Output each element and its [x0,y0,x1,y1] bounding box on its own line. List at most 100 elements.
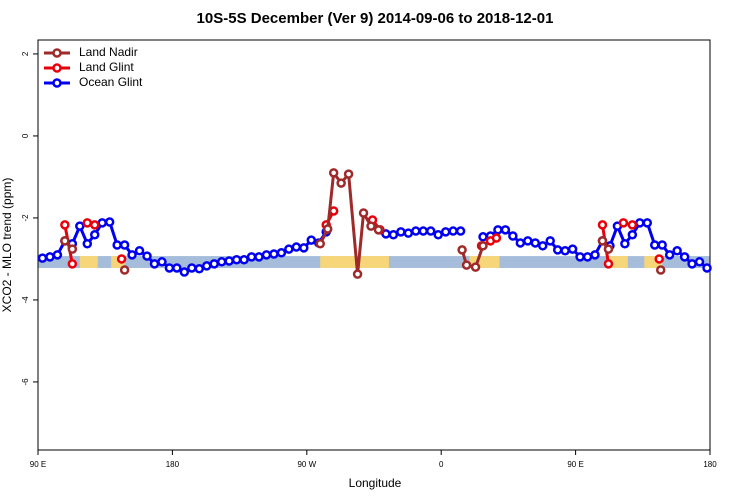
data-point [582,252,593,262]
data-point [224,256,234,266]
data-point [687,259,697,269]
data-point [261,250,272,260]
data-point [388,230,399,240]
data-point [493,225,503,235]
legend-label: Ocean Glint [79,75,143,89]
data-point [209,259,219,269]
data-point [552,245,563,255]
data-point [322,224,333,234]
x-tick-label: 0 [439,460,444,469]
data-point [75,221,85,231]
band-highlight [469,256,500,268]
y-axis-label: XCO2 - MLO trend (ppm) [0,178,14,313]
data-point [603,259,614,269]
data-point [149,259,160,269]
data-point [89,220,100,230]
y-tick-label: -2 [21,214,30,222]
data-point [448,226,458,236]
data-point [119,240,130,250]
data-point [291,242,302,252]
data-point [620,239,630,249]
data-point [500,225,511,235]
data-point [276,248,287,258]
data-point [373,225,384,235]
legend-label: Land Glint [79,60,134,74]
data-point [508,231,518,241]
data-point [425,226,436,236]
data-point [537,241,548,251]
y-tick-label: 0 [21,133,30,138]
chart-title: 10S-5S December (Ver 9) 2014-09-06 to 20… [197,10,554,27]
y-tick-label: -4 [21,296,30,304]
band-highlight [79,256,98,268]
data-point [440,227,451,237]
data-point [127,250,137,260]
data-point [269,249,279,259]
data-point [89,230,100,240]
band-highlight [606,256,628,268]
legend-label: Land Nadir [79,45,138,59]
data-point [179,267,190,277]
data-point [491,233,502,243]
legend-marker [52,78,62,88]
data-point [82,239,93,249]
data-point [358,208,369,218]
data-point [239,255,249,265]
data-point [654,254,664,264]
data-point [336,178,346,188]
data-point [328,168,339,178]
y-tick-label: 2 [21,51,30,56]
data-point [575,252,585,262]
data-point [116,254,127,264]
data-point [478,232,488,242]
data-point [523,236,533,246]
data-point [597,220,608,230]
data-point [67,244,78,254]
band-highlight [320,256,389,268]
x-axis-label: Longitude [349,476,402,490]
data-point [515,238,526,248]
data-point [82,218,93,228]
data-point [694,257,705,267]
data-point [461,260,472,270]
data-point [366,221,376,231]
data-point [649,240,660,250]
x-tick-label: 90 W [297,460,316,469]
data-point [97,218,107,228]
x-tick-label: 180 [703,460,717,469]
data-point [627,220,638,230]
plot-frame [37,39,711,451]
data-point [403,228,414,238]
data-point [635,218,645,228]
data-point [603,244,614,254]
legend-marker [52,63,62,73]
data-point [560,245,570,256]
data-point [396,227,406,237]
data-point [655,265,666,275]
data-point [702,263,712,273]
y-tick-label: -6 [21,378,30,386]
data-point [37,253,48,263]
data-point [60,220,70,230]
data-point [642,218,653,228]
data-point [194,264,205,274]
data-point [157,257,167,267]
data-point [134,245,145,256]
band-highlight [111,256,125,268]
data-point [164,263,175,273]
data-point [119,265,130,275]
data-point [530,238,541,248]
data-point [112,240,122,250]
data-point [657,240,667,250]
band-highlight [644,256,663,268]
data-point [254,252,264,262]
data-point [418,226,429,236]
data-point [315,239,325,249]
data-point [567,244,578,254]
data-point [284,244,294,254]
data-point [411,226,421,236]
data-point [478,241,488,251]
data-point [45,252,55,262]
data-point [433,230,443,240]
data-point [679,252,690,262]
